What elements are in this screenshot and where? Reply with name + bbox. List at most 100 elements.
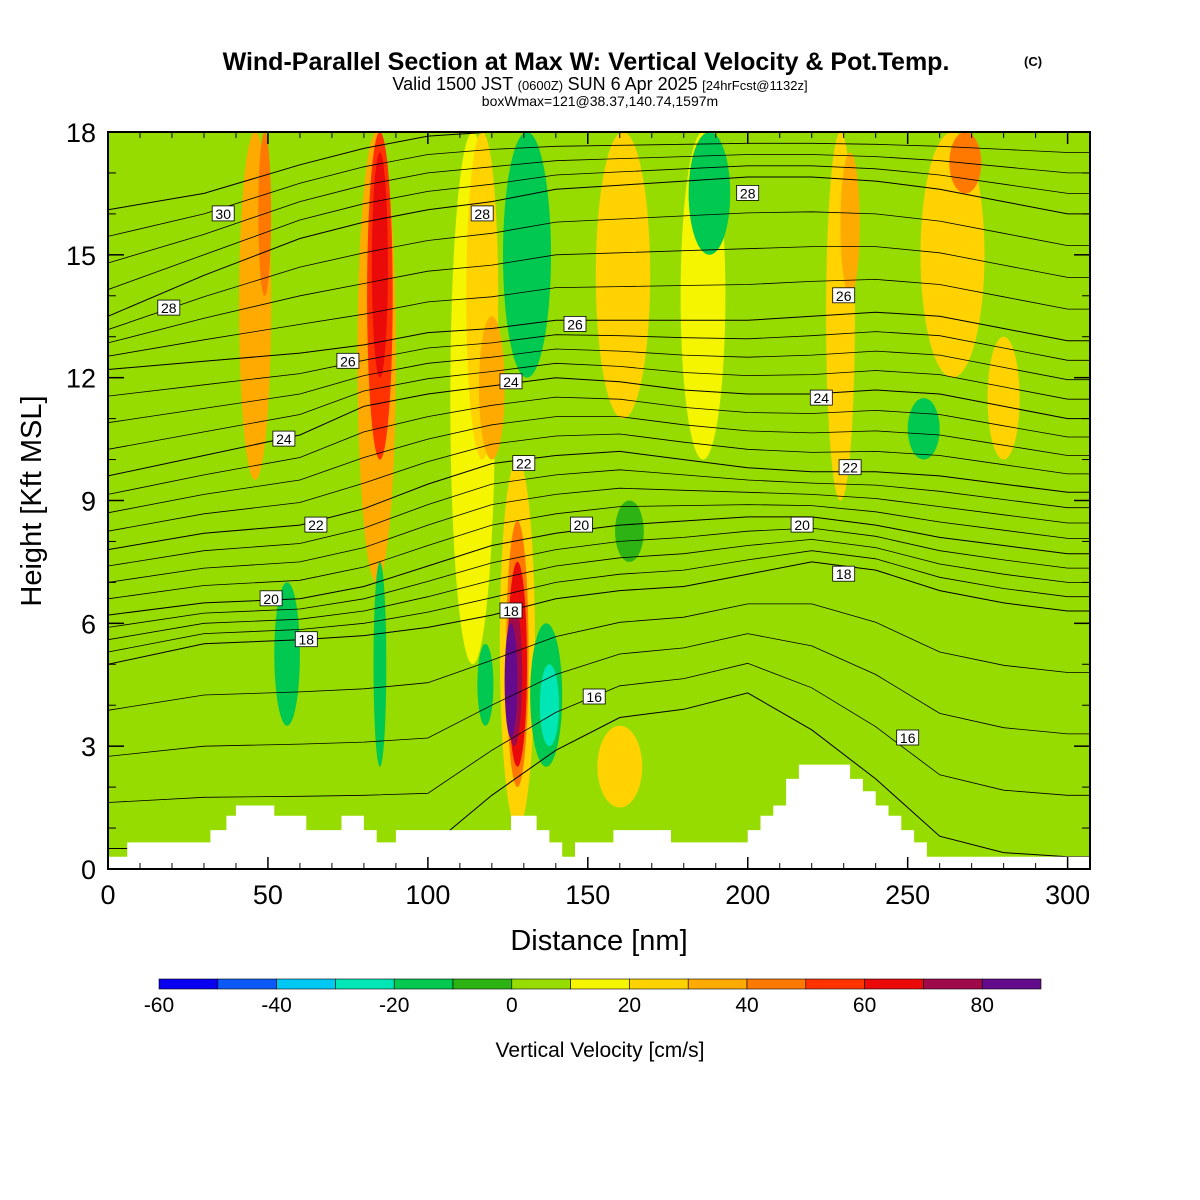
contour-label: 24 <box>499 373 523 390</box>
velocity-cell <box>274 582 300 726</box>
contour-label-box <box>570 516 593 533</box>
colorbar-label: Vertical Velocity [cm/s] <box>496 1039 705 1062</box>
x-axis: 0 50 100 150 200 250 300 <box>100 132 1090 910</box>
contour-label-text: 26 <box>567 316 583 332</box>
contour-label-text: 20 <box>794 517 810 533</box>
velocity-cell <box>539 664 560 747</box>
y-tick-label: 0 <box>81 855 96 885</box>
contour-label: 20 <box>570 516 593 533</box>
isentrope-intermediate <box>108 246 1090 344</box>
colorbar-swatch <box>687 978 748 990</box>
contour-label-box <box>809 389 833 406</box>
contour-label-box <box>294 631 318 648</box>
isentrope-intermediate <box>108 396 1090 495</box>
colorbar-swatch <box>923 978 983 990</box>
velocity-cell <box>477 643 494 726</box>
contour-label-text: 26 <box>340 353 356 369</box>
y-tick-label: 9 <box>81 487 96 517</box>
isentrope-intermediate <box>108 154 1090 264</box>
colorbar-swatch <box>393 978 454 990</box>
contour-label: 20 <box>790 516 814 533</box>
contour-label-text: 22 <box>842 460 858 476</box>
contour-label-text: 24 <box>276 431 292 447</box>
colorbar-swatch <box>452 978 513 990</box>
x-tick-label: 100 <box>405 880 450 910</box>
contour-label: 16 <box>896 729 920 746</box>
contour-label: 18 <box>499 602 523 619</box>
contour-label: 24 <box>809 389 833 406</box>
contour-label-text: 30 <box>215 206 231 222</box>
contour-label-box <box>736 184 760 201</box>
colorbar-tick-label: 80 <box>971 994 994 1017</box>
copyright-mark: (C) <box>1024 54 1042 69</box>
velocity-cell <box>688 132 731 255</box>
velocity-cell <box>595 132 651 419</box>
y-axis-label: Height [Kft MSL] <box>16 395 48 606</box>
isentrope-28 <box>108 176 1090 317</box>
contour-label-text: 16 <box>586 689 602 705</box>
velocity-cell <box>597 725 643 808</box>
isentrope-intermediate <box>108 550 1090 653</box>
isentrope-intermediate <box>108 633 1090 757</box>
contour-label-box <box>790 516 814 533</box>
valid-utc: (0600Z) <box>518 78 564 93</box>
contour-label-box <box>832 565 856 582</box>
isentrope-intermediate <box>108 211 1090 330</box>
boxwmax-label: boxWmax=121@38.37,140.74,1597m <box>482 93 718 109</box>
contour-label-text: 22 <box>308 517 324 533</box>
velocity-cell <box>987 336 1020 460</box>
x-tick-label: 250 <box>885 880 930 910</box>
contour-label-box <box>499 602 523 619</box>
x-tick-label: 300 <box>1045 880 1090 910</box>
isentrope-intermediate <box>108 538 1090 641</box>
velocity-cell <box>615 500 644 562</box>
contour-label-text: 28 <box>740 185 756 201</box>
isentrope-18 <box>108 561 1090 665</box>
contour-label: 28 <box>736 184 760 201</box>
isentrope-intermediate <box>108 603 1090 711</box>
isentrope-intermediate <box>108 433 1090 532</box>
x-axis-label: Distance [nm] <box>510 925 687 957</box>
contour-label: 28 <box>470 205 494 222</box>
contour-label: 30 <box>211 205 235 222</box>
velocity-cell <box>371 152 388 378</box>
contour-label-box <box>832 287 856 304</box>
plot-area: 30 28 28 28 26 26 26 24 24 24 22 22 22 20 20 20 18 18 18 16… <box>108 132 1090 869</box>
contour-label-box <box>157 299 181 316</box>
contour-label-text: 18 <box>836 566 852 582</box>
colorbar-swatch <box>276 978 336 990</box>
isentrope-24 <box>108 377 1090 477</box>
colorbar-tick-label: 20 <box>618 994 641 1017</box>
contour-label-text: 22 <box>516 456 532 472</box>
colorbar-tick-label: -60 <box>144 994 174 1017</box>
colorbar-swatch <box>335 978 395 990</box>
colorbar-swatch <box>158 978 219 990</box>
colorbar-swatch <box>570 978 630 990</box>
colorbar-swatch <box>746 978 807 990</box>
contour-label: 22 <box>304 516 328 533</box>
y-axis: 0 3 6 9 12 15 18 <box>66 118 1090 885</box>
colorbar-tick-label: -20 <box>379 994 409 1017</box>
x-tick-label: 200 <box>725 880 770 910</box>
contour-label-box <box>563 315 587 332</box>
chart-title: Wind-Parallel Section at Max W: Vertical… <box>223 48 950 76</box>
terrain <box>108 764 1090 869</box>
isentrope-22 <box>108 450 1090 551</box>
isentrope-intermediate <box>108 416 1090 514</box>
contour-label: 22 <box>838 459 862 476</box>
contour-label-text: 18 <box>299 632 315 648</box>
contour-label: 26 <box>336 352 360 369</box>
y-tick-label: 12 <box>66 364 96 394</box>
isentrope-intermediate <box>108 487 1090 583</box>
contour-label-box <box>896 729 920 746</box>
contour-label-text: 24 <box>503 374 519 390</box>
isentrope-intermediate <box>108 142 1090 237</box>
colorbar-swatch <box>981 978 1042 990</box>
colorbar-swatch <box>864 978 924 990</box>
contour-label-text: 26 <box>836 288 852 304</box>
potential-temperature-contours <box>108 132 1090 858</box>
isentrope-intermediate <box>108 527 1090 628</box>
x-tick-label: 50 <box>253 880 283 910</box>
isentrope-intermediate <box>108 331 1090 397</box>
